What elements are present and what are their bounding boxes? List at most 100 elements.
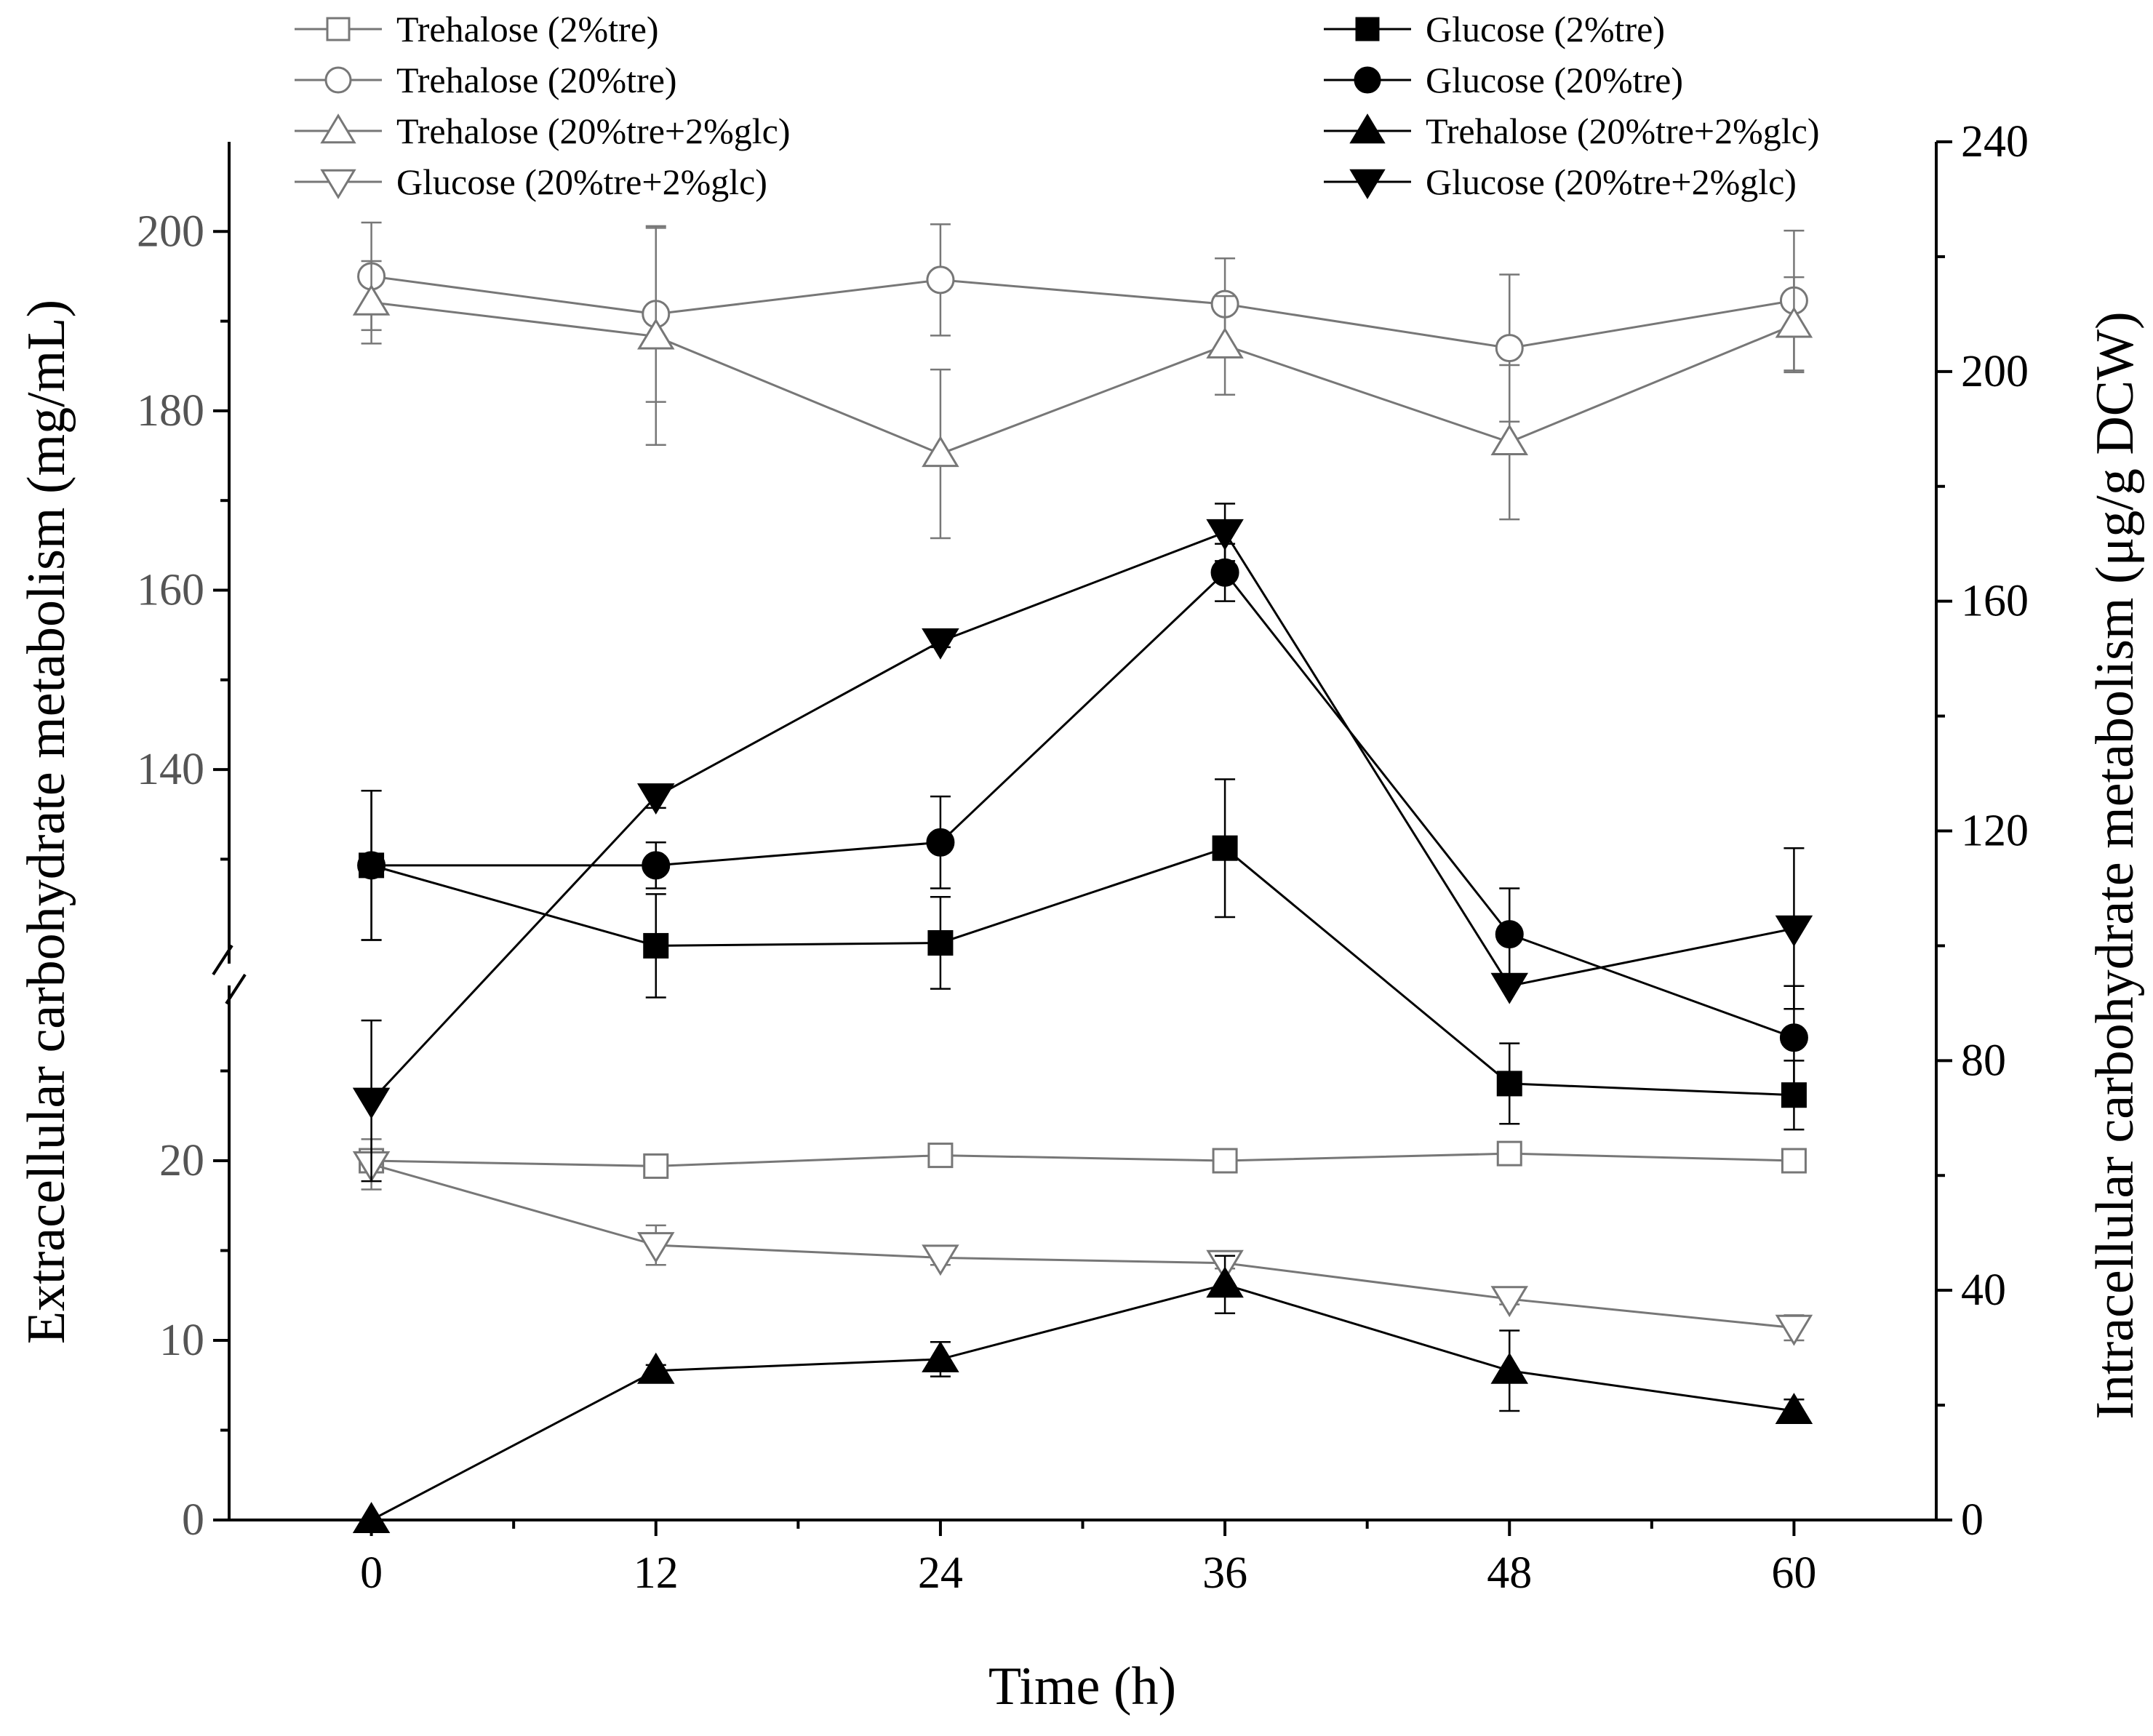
data-point bbox=[922, 1244, 959, 1276]
data-point bbox=[357, 851, 386, 880]
data-point bbox=[1496, 1140, 1522, 1167]
legend-item: Glucose (20%tre+2%glc) bbox=[295, 161, 767, 202]
data-point bbox=[1775, 306, 1813, 338]
data-point bbox=[1779, 1023, 1808, 1052]
data-point bbox=[352, 1502, 391, 1533]
right-y-tick-label: 0 bbox=[1961, 1495, 1984, 1545]
legend-marker bbox=[320, 169, 356, 199]
data-point bbox=[1775, 1314, 1813, 1346]
data-point bbox=[1212, 1148, 1238, 1174]
data-point bbox=[352, 1087, 391, 1119]
series-0 bbox=[359, 1140, 1807, 1179]
legend-item: Trehalose (20%tre) bbox=[295, 60, 677, 100]
data-point bbox=[1206, 519, 1244, 551]
legend-item: Trehalose (20%tre+2%glc) bbox=[295, 111, 790, 151]
data-point bbox=[1212, 835, 1238, 861]
right-y-tick-label: 160 bbox=[1961, 577, 2029, 626]
series-6 bbox=[352, 1255, 1813, 1533]
axis-break-mark bbox=[212, 944, 233, 976]
legend-marker bbox=[326, 17, 351, 41]
right-y-axis-title: Intracellular carbohydrate metabolism (μ… bbox=[2085, 311, 2145, 1419]
right-y-tick-label: 40 bbox=[1961, 1265, 2006, 1315]
legend-marker bbox=[1349, 113, 1386, 144]
data-point bbox=[643, 1153, 669, 1179]
series-4 bbox=[359, 778, 1807, 1131]
data-point bbox=[1495, 334, 1524, 363]
data-point bbox=[1206, 1266, 1244, 1298]
legend-label: Trehalose (20%tre+2%glc) bbox=[396, 111, 790, 151]
series-1 bbox=[357, 221, 1808, 423]
data-point bbox=[922, 1341, 959, 1372]
x-tick-label: 36 bbox=[1202, 1548, 1247, 1598]
series-line bbox=[371, 301, 1794, 455]
series-layer bbox=[352, 221, 1813, 1533]
legend-label: Trehalose (2%tre) bbox=[396, 9, 659, 49]
data-point bbox=[637, 318, 675, 350]
data-point bbox=[922, 628, 959, 660]
legend-marker bbox=[1355, 17, 1380, 41]
legend-item: Glucose (20%tre+2%glc) bbox=[1324, 161, 1797, 202]
left-y-tick-label: 200 bbox=[137, 207, 204, 256]
data-point bbox=[643, 932, 669, 959]
data-point bbox=[1781, 1148, 1807, 1174]
series-line bbox=[371, 847, 1794, 1097]
data-point bbox=[1775, 915, 1813, 947]
x-tick-label: 48 bbox=[1487, 1548, 1532, 1598]
series-line bbox=[371, 275, 1794, 350]
series-line bbox=[370, 1283, 1794, 1521]
legend-item: Trehalose (20%tre+2%glc) bbox=[1324, 111, 1819, 151]
data-point bbox=[1490, 1286, 1528, 1318]
series-3 bbox=[352, 1138, 1813, 1346]
data-point bbox=[642, 851, 671, 880]
legend-marker bbox=[320, 113, 356, 144]
axes: Time (h) Extracellular carbohydrate meta… bbox=[17, 117, 2145, 1716]
legend-label: Glucose (2%tre) bbox=[1426, 9, 1665, 49]
data-point bbox=[927, 929, 954, 956]
legend-item: Glucose (2%tre) bbox=[1324, 9, 1665, 49]
data-point bbox=[926, 265, 955, 295]
left-y-tick-label: 0 bbox=[182, 1495, 204, 1545]
data-point bbox=[1490, 424, 1528, 456]
legend-label: Glucose (20%tre) bbox=[1426, 60, 1683, 100]
data-point bbox=[637, 1352, 675, 1384]
data-point bbox=[352, 284, 391, 316]
legend-item: Glucose (20%tre) bbox=[1324, 60, 1683, 100]
right-y-tick-label: 80 bbox=[1961, 1036, 2006, 1085]
legend-label: Glucose (20%tre+2%glc) bbox=[396, 161, 767, 202]
data-point bbox=[1490, 1352, 1528, 1384]
series-line bbox=[371, 570, 1794, 1039]
left-y-tick-label: 140 bbox=[137, 745, 204, 794]
right-y-tick-label: 200 bbox=[1961, 347, 2029, 396]
right-y-tick-label: 120 bbox=[1961, 807, 2029, 856]
axis-break-mark bbox=[225, 973, 247, 1005]
data-point bbox=[922, 436, 959, 468]
left-y-tick-label: 160 bbox=[137, 566, 204, 615]
data-point bbox=[1496, 1071, 1522, 1097]
x-tick-label: 0 bbox=[360, 1548, 383, 1598]
data-point bbox=[1206, 327, 1244, 359]
data-point bbox=[1210, 558, 1239, 587]
data-point bbox=[1775, 1393, 1813, 1424]
series-line bbox=[371, 1163, 1794, 1329]
data-point bbox=[637, 783, 675, 815]
left-y-axis-title: Extracellular carbohydrate metabolism (m… bbox=[17, 300, 76, 1344]
legend: Trehalose (2%tre) Trehalose (20%tre) Treha… bbox=[295, 9, 1819, 202]
left-y-tick-label: 10 bbox=[159, 1316, 204, 1365]
series-line bbox=[370, 531, 1794, 1102]
legend-label: Trehalose (20%tre) bbox=[396, 60, 677, 100]
legend-item: Trehalose (2%tre) bbox=[295, 9, 659, 49]
series-7 bbox=[352, 503, 1813, 1183]
left-y-tick-label: 20 bbox=[159, 1136, 204, 1185]
legend-marker bbox=[1354, 66, 1381, 94]
right-y-tick-label: 240 bbox=[1961, 117, 2029, 167]
series-2 bbox=[352, 227, 1813, 540]
series-line bbox=[371, 1152, 1794, 1167]
series-5 bbox=[357, 543, 1808, 1091]
data-point bbox=[926, 828, 955, 857]
legend-label: Trehalose (20%tre+2%glc) bbox=[1426, 111, 1819, 151]
data-point bbox=[1495, 920, 1524, 949]
x-axis-title: Time (h) bbox=[988, 1657, 1176, 1716]
legend-marker bbox=[324, 66, 352, 94]
